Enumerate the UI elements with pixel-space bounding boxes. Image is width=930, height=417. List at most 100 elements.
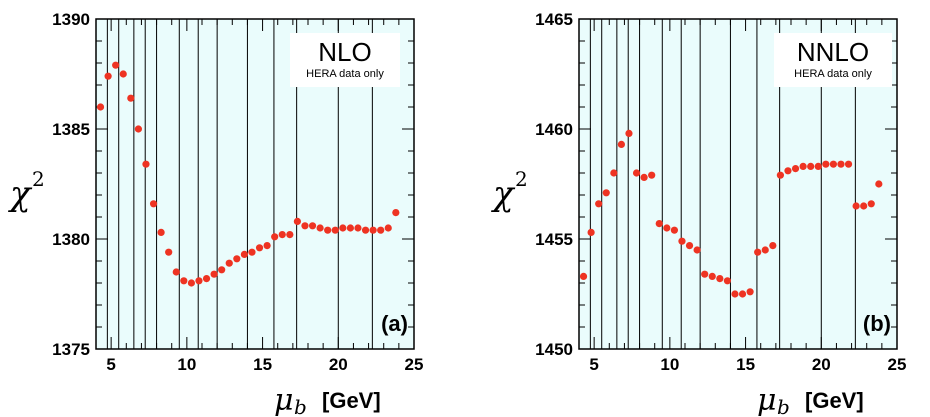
y-tick-label: 1385	[52, 120, 90, 139]
data-point	[784, 167, 792, 175]
data-point	[829, 160, 838, 168]
legend-title: NLO	[318, 37, 371, 67]
data-point	[799, 162, 807, 170]
data-point	[731, 290, 739, 298]
x-tick-label: 15	[253, 355, 272, 374]
data-point	[293, 217, 301, 225]
data-point	[324, 226, 332, 234]
y-tick-label: 1380	[52, 230, 90, 249]
data-point	[610, 169, 618, 177]
data-point	[316, 224, 324, 232]
data-point	[346, 224, 354, 232]
data-point	[579, 272, 588, 280]
data-point	[263, 242, 271, 250]
data-point	[648, 171, 656, 179]
x-axis-label-subscript: b	[294, 395, 307, 417]
data-point	[587, 228, 595, 236]
x-tick-label: 20	[812, 355, 831, 374]
data-point	[233, 255, 241, 263]
x-tick-label: 20	[329, 355, 348, 374]
data-point	[640, 173, 648, 181]
data-point	[119, 70, 127, 78]
data-point	[112, 61, 120, 69]
data-point	[852, 202, 860, 210]
data-point	[278, 231, 286, 239]
data-point	[225, 259, 233, 267]
data-point	[723, 277, 732, 285]
data-point	[286, 231, 294, 239]
data-point	[384, 224, 392, 232]
data-point	[625, 129, 633, 137]
plot-frame	[578, 18, 898, 350]
data-point	[860, 202, 868, 210]
x-axis-label-unit: [GeV]	[805, 388, 864, 413]
data-point	[210, 270, 218, 278]
data-point	[339, 224, 347, 232]
y-axis-label-superscript: 2	[515, 167, 528, 191]
data-point	[172, 268, 180, 276]
data-point	[776, 171, 785, 179]
x-tick-label: 15	[736, 355, 755, 374]
data-point	[632, 169, 641, 177]
data-point	[218, 266, 226, 274]
x-tick-label: 10	[177, 355, 196, 374]
plot-frame	[95, 18, 415, 350]
y-tick-label: 1460	[535, 120, 573, 139]
data-point	[754, 248, 762, 256]
data-point	[180, 277, 188, 285]
y-tick-label: 1390	[52, 10, 90, 29]
data-point	[837, 160, 845, 168]
data-point	[331, 226, 339, 234]
data-point	[746, 288, 754, 296]
x-axis-label-symbol: μ	[274, 383, 294, 417]
data-point	[248, 248, 256, 256]
legend-box	[290, 33, 400, 87]
data-point	[761, 246, 769, 254]
y-axis-label: χ	[8, 174, 33, 214]
data-point	[104, 72, 112, 80]
data-point	[663, 224, 671, 232]
data-point	[142, 160, 150, 168]
data-point	[867, 200, 875, 208]
data-point	[685, 242, 694, 250]
data-point	[354, 224, 362, 232]
x-axis-label-unit: [GeV]	[322, 388, 381, 413]
data-point	[655, 220, 663, 228]
y-tick-label: 1375	[52, 340, 90, 359]
data-point	[716, 275, 724, 283]
data-point	[678, 237, 686, 245]
legend-subtitle: HERA data only	[306, 68, 384, 80]
data-point	[602, 189, 610, 197]
data-point	[807, 162, 815, 170]
panel-label: (a)	[381, 311, 408, 336]
data-point	[377, 226, 385, 234]
data-point	[165, 248, 173, 256]
data-point	[202, 275, 211, 283]
data-point	[875, 180, 883, 188]
data-point	[157, 228, 165, 236]
y-tick-label: 1455	[535, 230, 573, 249]
data-point	[187, 279, 195, 287]
data-point	[195, 277, 203, 285]
data-point	[127, 94, 135, 102]
x-tick-label: 25	[888, 355, 907, 374]
legend-title: NNLO	[797, 37, 869, 67]
data-point	[701, 270, 709, 278]
data-point	[240, 250, 248, 258]
data-point	[271, 233, 279, 241]
data-point	[308, 222, 317, 230]
x-axis-label-symbol: μ	[757, 383, 777, 417]
data-point	[595, 200, 603, 208]
legend-box	[774, 33, 892, 87]
y-axis-label-superscript: 2	[32, 167, 45, 191]
data-point	[791, 165, 800, 173]
data-point	[96, 103, 105, 111]
y-tick-label: 1450	[535, 340, 573, 359]
data-point	[738, 290, 747, 298]
x-axis-label-subscript: b	[777, 395, 790, 417]
x-tick-label: 25	[405, 355, 424, 374]
data-point	[769, 242, 777, 250]
data-point	[301, 222, 309, 230]
